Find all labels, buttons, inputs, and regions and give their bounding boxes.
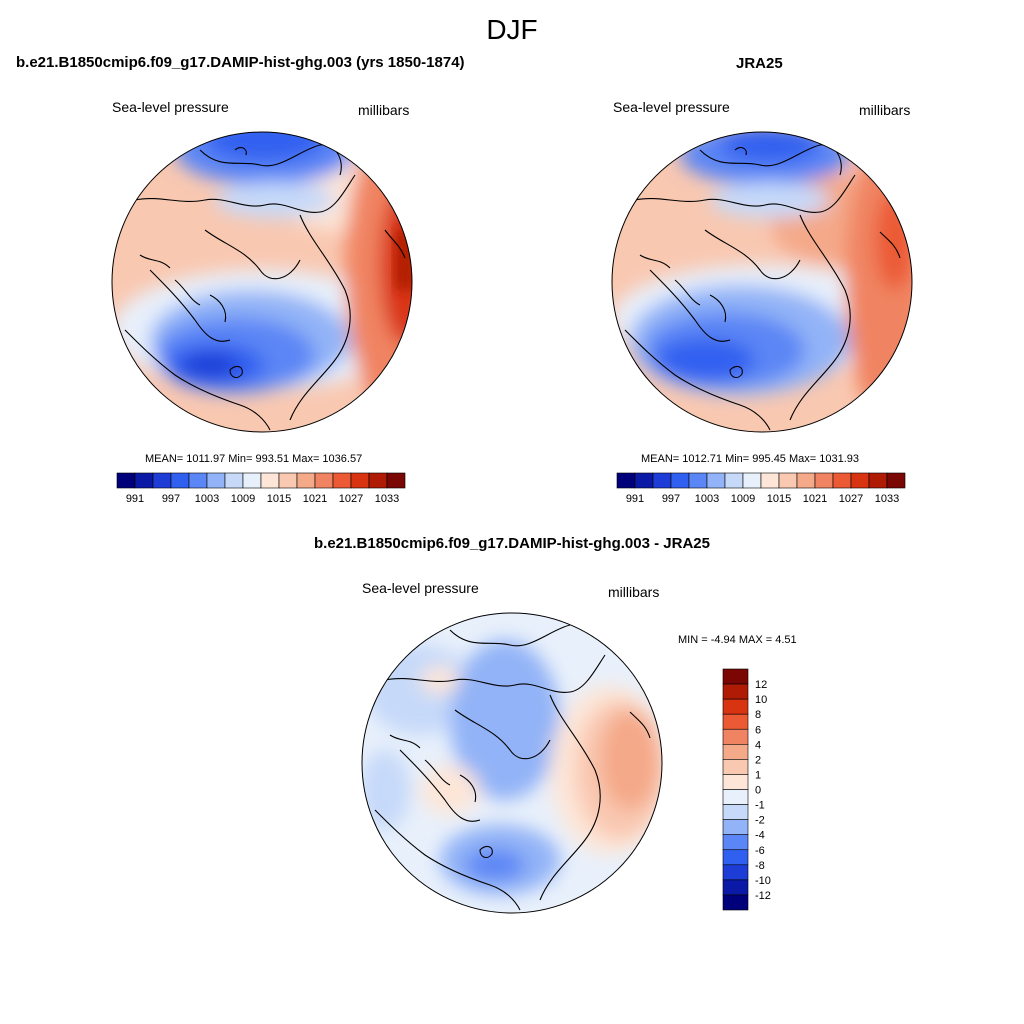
model-colorbar-swatch (350, 472, 370, 489)
diff-colorbar-tick-label: 10 (755, 694, 767, 706)
diff-colorbar-swatch (722, 713, 749, 730)
model-colorbar-tick-label: 1015 (267, 493, 291, 505)
obs-units-label: millibars (859, 102, 911, 118)
diff-colorbar-swatch (722, 683, 749, 700)
obs-colorbar-swatch (850, 472, 870, 489)
obs-colorbar-tick-label: 1021 (803, 493, 827, 505)
model-colorbar-swatch (278, 472, 298, 489)
obs-colorbar-tick-label: 1015 (767, 493, 791, 505)
diff-colorbar-swatch (722, 894, 749, 911)
diff-colorbar-tick-label: 6 (755, 724, 761, 736)
obs-colorbar-swatch (814, 472, 834, 489)
obs-colorbar-swatch (616, 472, 636, 489)
diff-colorbar-swatch (722, 668, 749, 685)
obs-colorbar-swatch (760, 472, 780, 489)
obs-colorbar-tick-label: 997 (662, 493, 680, 505)
diff-colorbar-swatch (722, 864, 749, 881)
diff-colorbar-swatch (722, 789, 749, 805)
diff-colorbar-swatch (722, 774, 749, 790)
obs-colorbar-swatch (634, 472, 654, 489)
model-colorbar-tick-label: 991 (126, 493, 144, 505)
model-colorbar-swatch (170, 472, 190, 489)
diff-units-label: millibars (608, 584, 660, 600)
diff-colorbar-tick-label: -1 (755, 800, 765, 812)
diff-stats: MIN = -4.94 MAX = 4.51 (678, 634, 797, 646)
diff-colorbar-swatch (722, 698, 749, 715)
diff-colorbar-swatch (722, 759, 749, 775)
obs-colorbar-swatch (652, 472, 672, 489)
obs-colorbar-swatch (868, 472, 888, 489)
obs-colorbar-tick-label: 1033 (875, 493, 899, 505)
model-colorbar-swatch (260, 472, 280, 489)
obs-colorbar-swatch (832, 472, 852, 489)
obs-colorbar-swatch (796, 472, 816, 489)
obs-colorbar-swatch (778, 472, 798, 489)
diff-colorbar-tick-label: 0 (755, 785, 761, 797)
diff-colorbar-tick-label: -6 (755, 845, 765, 857)
obs-colorbar-tick-label: 1009 (731, 493, 755, 505)
model-colorbar-swatch (386, 472, 406, 489)
model-colorbar-swatch (314, 472, 334, 489)
diff-colorbar-swatch (722, 879, 749, 896)
model-colorbar: 991 997 1003 1009 1015 1021 1027 1033 (116, 472, 406, 505)
diff-colorbar-tick-label: -4 (755, 830, 765, 842)
obs-polar-map (611, 131, 913, 433)
model-panel-title: b.e21.B1850cmip6.f09_g17.DAMIP-hist-ghg.… (16, 54, 465, 71)
obs-colorbar-swatch (688, 472, 708, 489)
obs-field-label: Sea-level pressure (613, 99, 730, 115)
model-units-label: millibars (358, 102, 410, 118)
obs-colorbar-tick-label: 1027 (839, 493, 863, 505)
obs-colorbar: 991 997 1003 1009 1015 1021 1027 1033 (616, 472, 906, 505)
diff-colorbar-swatch (722, 804, 749, 820)
diff-colorbar-swatch (722, 819, 749, 835)
diff-panel-title: b.e21.B1850cmip6.f09_g17.DAMIP-hist-ghg.… (314, 535, 710, 552)
model-stats: MEAN= 1011.97 Min= 993.51 Max= 1036.57 (145, 453, 363, 465)
diff-colorbar-tick-label: -12 (755, 890, 771, 902)
obs-panel-title: JRA25 (736, 55, 783, 72)
model-field-label: Sea-level pressure (112, 99, 229, 115)
diff-colorbar-swatch (722, 728, 749, 745)
diff-colorbar-tick-label: 8 (755, 709, 761, 721)
diff-colorbar-tick-label: 2 (755, 754, 761, 766)
model-colorbar-tick-label: 1009 (231, 493, 255, 505)
model-colorbar-swatch (368, 472, 388, 489)
model-colorbar-swatch (224, 472, 244, 489)
model-colorbar-tick-label: 1003 (195, 493, 219, 505)
obs-colorbar-swatch (886, 472, 906, 489)
diff-colorbar-tick-label: -2 (755, 815, 765, 827)
model-colorbar-swatch (188, 472, 208, 489)
obs-colorbar-tick-label: 1003 (695, 493, 719, 505)
model-colorbar-tick-label: 1021 (303, 493, 327, 505)
model-colorbar-tick-label: 1033 (375, 493, 399, 505)
obs-colorbar-swatch (706, 472, 726, 489)
model-colorbar-swatch (116, 472, 136, 489)
obs-stats: MEAN= 1012.71 Min= 995.45 Max= 1031.93 (641, 453, 860, 465)
diff-colorbar-tick-label: -10 (755, 875, 771, 887)
model-polar-map (111, 131, 413, 433)
diff-colorbar-tick-label: -8 (755, 860, 765, 872)
model-colorbar-swatch (332, 472, 352, 489)
obs-colorbar-tick-label: 991 (626, 493, 644, 505)
diff-colorbar-swatch (722, 744, 749, 760)
model-colorbar-tick-label: 997 (162, 493, 180, 505)
diff-field-label: Sea-level pressure (362, 580, 479, 596)
figure-title: DJF (486, 14, 538, 45)
obs-colorbar-swatch (670, 472, 690, 489)
model-colorbar-swatch (152, 472, 172, 489)
diff-colorbar-tick-label: 4 (755, 739, 761, 751)
obs-colorbar-swatch (742, 472, 762, 489)
diff-colorbar-tick-label: 1 (755, 769, 761, 781)
diff-colorbar-swatch (722, 849, 749, 866)
model-colorbar-swatch (206, 472, 226, 489)
diff-polar-map (361, 612, 663, 914)
obs-colorbar-swatch (724, 472, 744, 489)
model-colorbar-swatch (134, 472, 154, 489)
diff-colorbar-tick-label: 12 (755, 679, 767, 691)
diff-colorbar-swatch (722, 834, 749, 851)
model-colorbar-swatch (242, 472, 262, 489)
model-colorbar-tick-label: 1027 (339, 493, 363, 505)
model-colorbar-swatch (296, 472, 316, 489)
